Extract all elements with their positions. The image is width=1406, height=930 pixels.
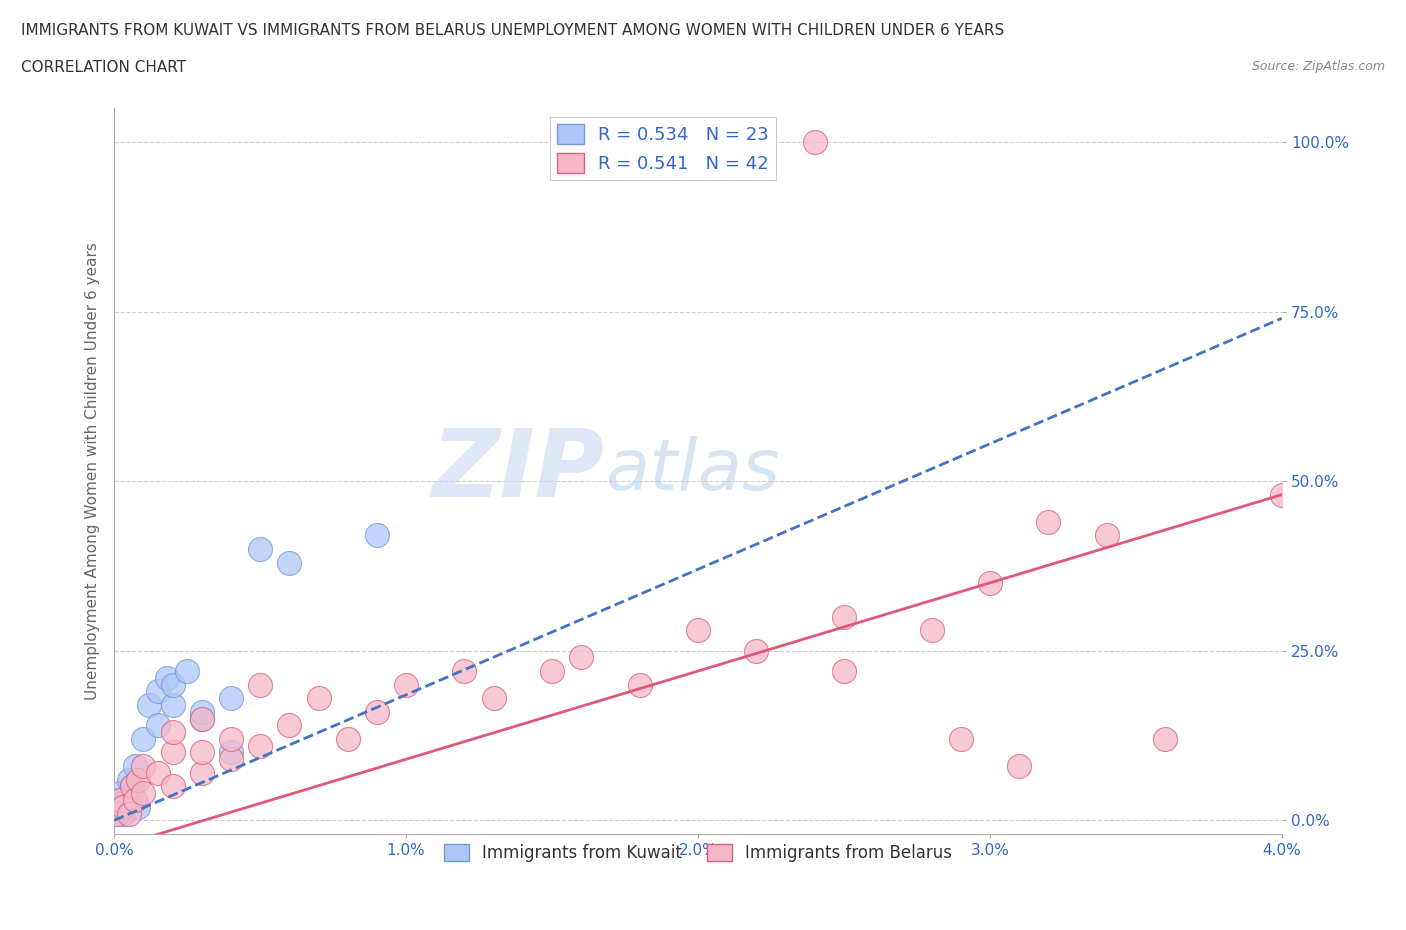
Point xyxy=(156,671,179,685)
Point xyxy=(219,732,242,747)
Point xyxy=(395,677,418,692)
Point xyxy=(115,792,138,807)
Point xyxy=(541,664,564,679)
Point xyxy=(366,528,388,543)
Point xyxy=(979,576,1001,591)
Point xyxy=(190,765,212,780)
Point xyxy=(121,779,143,794)
Point xyxy=(146,765,169,780)
Y-axis label: Unemployment Among Women with Children Under 6 years: Unemployment Among Women with Children U… xyxy=(86,242,100,700)
Point xyxy=(249,541,271,556)
Point xyxy=(686,623,709,638)
Point xyxy=(127,772,149,787)
Legend: Immigrants from Kuwait, Immigrants from Belarus: Immigrants from Kuwait, Immigrants from … xyxy=(437,838,959,870)
Point xyxy=(453,664,475,679)
Point xyxy=(111,806,134,821)
Point xyxy=(219,745,242,760)
Point xyxy=(176,664,198,679)
Point xyxy=(124,759,146,774)
Point xyxy=(628,677,651,692)
Point xyxy=(132,786,155,801)
Point xyxy=(121,779,143,794)
Point xyxy=(105,799,128,814)
Point xyxy=(1154,732,1177,747)
Point xyxy=(138,698,160,712)
Point xyxy=(949,732,972,747)
Point xyxy=(132,732,155,747)
Point xyxy=(124,792,146,807)
Point xyxy=(336,732,359,747)
Text: IMMIGRANTS FROM KUWAIT VS IMMIGRANTS FROM BELARUS UNEMPLOYMENT AMONG WOMEN WITH : IMMIGRANTS FROM KUWAIT VS IMMIGRANTS FRO… xyxy=(21,23,1004,38)
Point xyxy=(108,792,131,807)
Point xyxy=(118,806,141,821)
Point xyxy=(745,644,768,658)
Point xyxy=(482,691,505,706)
Point xyxy=(1271,487,1294,502)
Point xyxy=(1008,759,1031,774)
Point xyxy=(219,751,242,766)
Point xyxy=(219,691,242,706)
Point xyxy=(108,786,131,801)
Point xyxy=(132,759,155,774)
Point xyxy=(832,609,855,624)
Point xyxy=(146,718,169,733)
Point xyxy=(190,704,212,719)
Point xyxy=(111,799,134,814)
Point xyxy=(162,745,184,760)
Point xyxy=(146,684,169,698)
Text: atlas: atlas xyxy=(605,436,779,505)
Text: CORRELATION CHART: CORRELATION CHART xyxy=(21,60,186,75)
Point xyxy=(569,650,592,665)
Point xyxy=(190,711,212,726)
Point xyxy=(105,806,128,821)
Point xyxy=(1038,514,1060,529)
Point xyxy=(190,711,212,726)
Point xyxy=(118,772,141,787)
Point xyxy=(162,724,184,739)
Point xyxy=(832,664,855,679)
Point xyxy=(249,738,271,753)
Point xyxy=(921,623,943,638)
Text: ZIP: ZIP xyxy=(432,425,605,517)
Point xyxy=(162,698,184,712)
Text: Source: ZipAtlas.com: Source: ZipAtlas.com xyxy=(1251,60,1385,73)
Point xyxy=(127,799,149,814)
Point xyxy=(249,677,271,692)
Point xyxy=(162,779,184,794)
Point xyxy=(1095,528,1118,543)
Point xyxy=(278,718,301,733)
Point xyxy=(278,555,301,570)
Point xyxy=(366,704,388,719)
Point xyxy=(190,745,212,760)
Point xyxy=(803,135,825,150)
Point xyxy=(308,691,330,706)
Point xyxy=(162,677,184,692)
